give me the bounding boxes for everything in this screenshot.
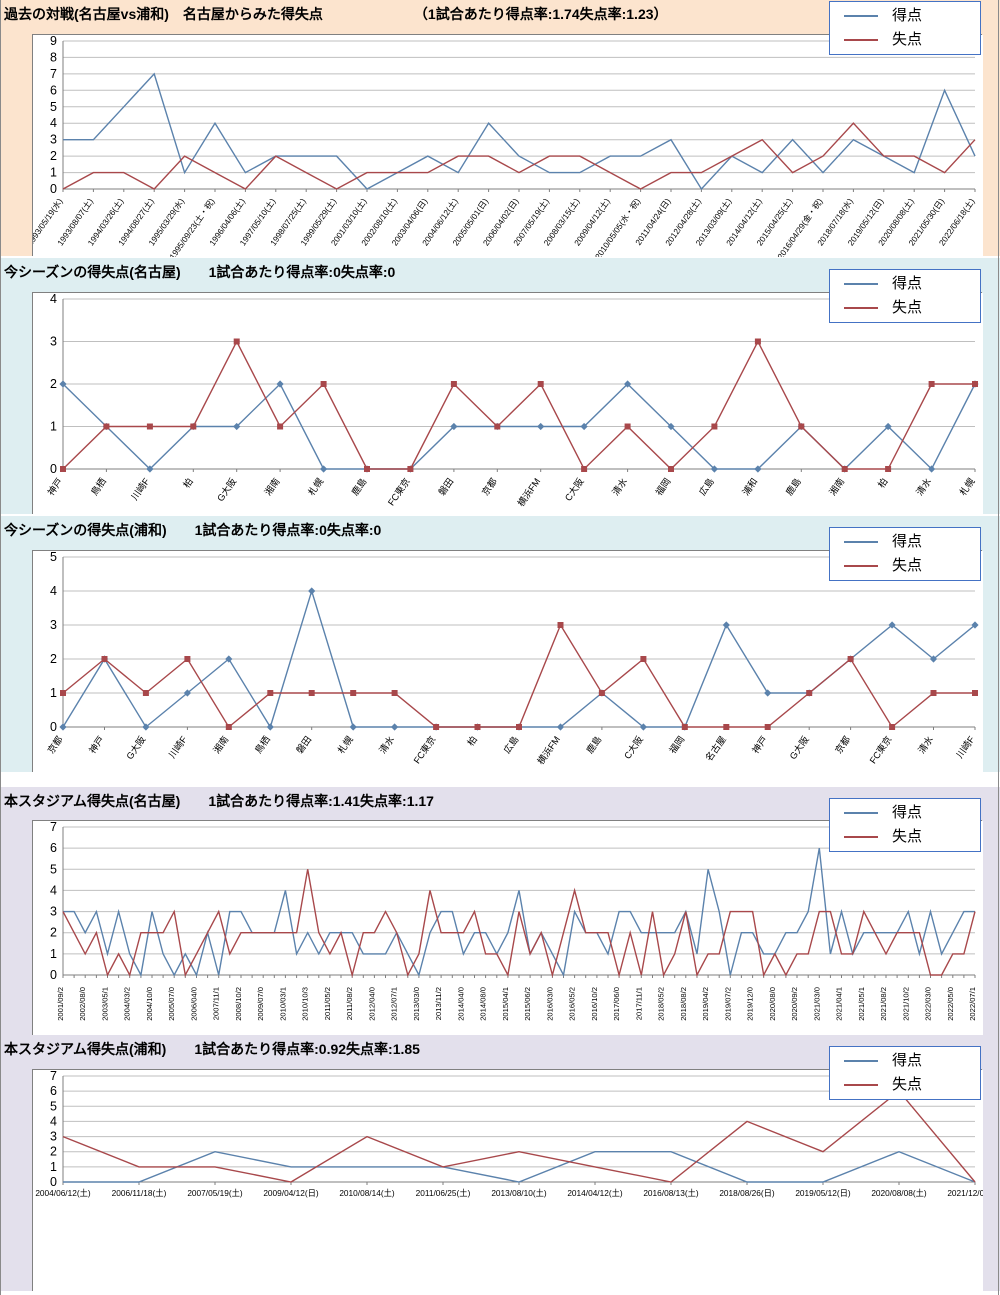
- svg-text:6: 6: [50, 841, 57, 855]
- svg-text:2009/07/0: 2009/07/0: [256, 987, 265, 1021]
- svg-text:2012/04/0: 2012/04/0: [367, 987, 376, 1021]
- svg-text:2010/03/1: 2010/03/1: [278, 987, 287, 1021]
- svg-text:2021/12/04(土): 2021/12/04(土): [947, 1188, 983, 1198]
- svg-text:3: 3: [50, 618, 57, 632]
- svg-text:2009/04/12(日): 2009/04/12(日): [263, 1188, 319, 1198]
- svg-text:0: 0: [50, 720, 57, 734]
- svg-text:2020/08/0: 2020/08/0: [768, 987, 777, 1021]
- svg-text:2021/08/2: 2021/08/2: [879, 987, 888, 1021]
- svg-text:6: 6: [50, 83, 57, 97]
- svg-text:2018/05/2: 2018/05/2: [657, 987, 666, 1021]
- svg-text:4: 4: [50, 293, 57, 306]
- svg-text:2015/06/2: 2015/06/2: [523, 987, 532, 1021]
- svg-text:2: 2: [50, 926, 57, 940]
- svg-text:4: 4: [50, 584, 57, 598]
- svg-text:3: 3: [50, 905, 57, 919]
- svg-text:2021/10/2: 2021/10/2: [901, 987, 910, 1021]
- svg-text:2020/09/2: 2020/09/2: [790, 987, 799, 1021]
- svg-text:9: 9: [50, 35, 57, 48]
- svg-text:0: 0: [50, 462, 57, 476]
- svg-text:2: 2: [50, 377, 57, 391]
- svg-text:2016/03/0: 2016/03/0: [545, 987, 554, 1021]
- svg-text:2014/04/0: 2014/04/0: [456, 987, 465, 1021]
- svg-text:7: 7: [50, 67, 57, 81]
- svg-text:2013/11/2: 2013/11/2: [434, 987, 443, 1020]
- svg-text:2006/11/18(土): 2006/11/18(土): [112, 1188, 167, 1198]
- svg-text:5: 5: [50, 1099, 57, 1113]
- svg-text:2018/08/2: 2018/08/2: [679, 987, 688, 1021]
- svg-text:2011/05/2: 2011/05/2: [323, 987, 332, 1020]
- svg-text:4: 4: [50, 1114, 57, 1128]
- svg-text:2006/04/0: 2006/04/0: [190, 987, 199, 1021]
- svg-text:2010/08/14(土): 2010/08/14(土): [339, 1188, 395, 1198]
- svg-text:8: 8: [50, 50, 57, 64]
- svg-text:0: 0: [50, 968, 57, 982]
- svg-text:4: 4: [50, 883, 57, 897]
- svg-text:2005/07/0: 2005/07/0: [167, 987, 176, 1021]
- svg-text:1: 1: [50, 166, 57, 180]
- svg-text:5: 5: [50, 862, 57, 876]
- svg-text:2018/08/26(日): 2018/08/26(日): [719, 1188, 775, 1198]
- svg-text:2019/07/2: 2019/07/2: [723, 987, 732, 1021]
- svg-text:2013/08/10(土): 2013/08/10(土): [491, 1188, 547, 1198]
- svg-text:5: 5: [50, 100, 57, 114]
- svg-text:2010/10/3: 2010/10/3: [301, 987, 310, 1021]
- svg-text:2007/05/19(土): 2007/05/19(土): [187, 1188, 243, 1198]
- svg-text:7: 7: [50, 821, 57, 834]
- svg-text:2013/03/0: 2013/03/0: [412, 987, 421, 1021]
- svg-text:3: 3: [50, 133, 57, 147]
- svg-text:2022/07/1: 2022/07/1: [968, 987, 977, 1021]
- svg-text:2020/08/08(土): 2020/08/08(土): [871, 1188, 927, 1198]
- svg-text:2004/06/12(土): 2004/06/12(土): [35, 1188, 91, 1198]
- svg-text:5: 5: [50, 551, 57, 564]
- svg-text:0: 0: [50, 1175, 57, 1189]
- svg-text:1: 1: [50, 1160, 57, 1174]
- svg-text:2003/05/1: 2003/05/1: [101, 987, 110, 1021]
- svg-text:1: 1: [50, 420, 57, 434]
- svg-text:2021/03/0: 2021/03/0: [812, 987, 821, 1021]
- svg-text:6: 6: [50, 1084, 57, 1098]
- svg-text:0: 0: [50, 182, 57, 196]
- svg-text:2008/10/2: 2008/10/2: [234, 987, 243, 1021]
- svg-text:2: 2: [50, 1145, 57, 1159]
- svg-text:2021/05/1: 2021/05/1: [857, 987, 866, 1021]
- svg-text:2011/08/2: 2011/08/2: [345, 987, 354, 1020]
- svg-text:2019/04/2: 2019/04/2: [701, 987, 710, 1021]
- svg-text:2007/11/1: 2007/11/1: [212, 987, 221, 1020]
- svg-text:2015/04/1: 2015/04/1: [501, 987, 510, 1021]
- svg-text:2011/06/25(土): 2011/06/25(土): [416, 1188, 471, 1198]
- svg-text:2021/04/1: 2021/04/1: [835, 987, 844, 1021]
- svg-text:2: 2: [50, 652, 57, 666]
- svg-text:2022/03/0: 2022/03/0: [924, 987, 933, 1021]
- svg-text:2017/11/1: 2017/11/1: [634, 987, 643, 1020]
- svg-text:2004/03/2: 2004/03/2: [123, 987, 132, 1021]
- svg-text:2: 2: [50, 149, 57, 163]
- svg-text:4: 4: [50, 116, 57, 130]
- svg-text:2001/09/2: 2001/09/2: [56, 987, 65, 1021]
- svg-text:1: 1: [50, 686, 57, 700]
- svg-text:2002/08/0: 2002/08/0: [78, 987, 87, 1021]
- svg-text:2014/08/0: 2014/08/0: [479, 987, 488, 1021]
- svg-text:2016/08/13(土): 2016/08/13(土): [643, 1188, 699, 1198]
- svg-text:2014/04/12(土): 2014/04/12(土): [567, 1188, 623, 1198]
- svg-text:1: 1: [50, 947, 57, 961]
- svg-text:2019/12/0: 2019/12/0: [746, 987, 755, 1021]
- svg-text:3: 3: [50, 335, 57, 349]
- svg-text:2016/05/2: 2016/05/2: [568, 987, 577, 1021]
- svg-text:3: 3: [50, 1130, 57, 1144]
- svg-text:7: 7: [50, 1070, 57, 1083]
- svg-text:2022/05/0: 2022/05/0: [946, 987, 955, 1021]
- svg-text:2019/05/12(日): 2019/05/12(日): [795, 1188, 851, 1198]
- svg-text:2012/07/1: 2012/07/1: [390, 987, 399, 1021]
- svg-text:2004/10/0: 2004/10/0: [145, 987, 154, 1021]
- svg-text:2017/06/0: 2017/06/0: [612, 987, 621, 1021]
- svg-text:2016/10/2: 2016/10/2: [590, 987, 599, 1021]
